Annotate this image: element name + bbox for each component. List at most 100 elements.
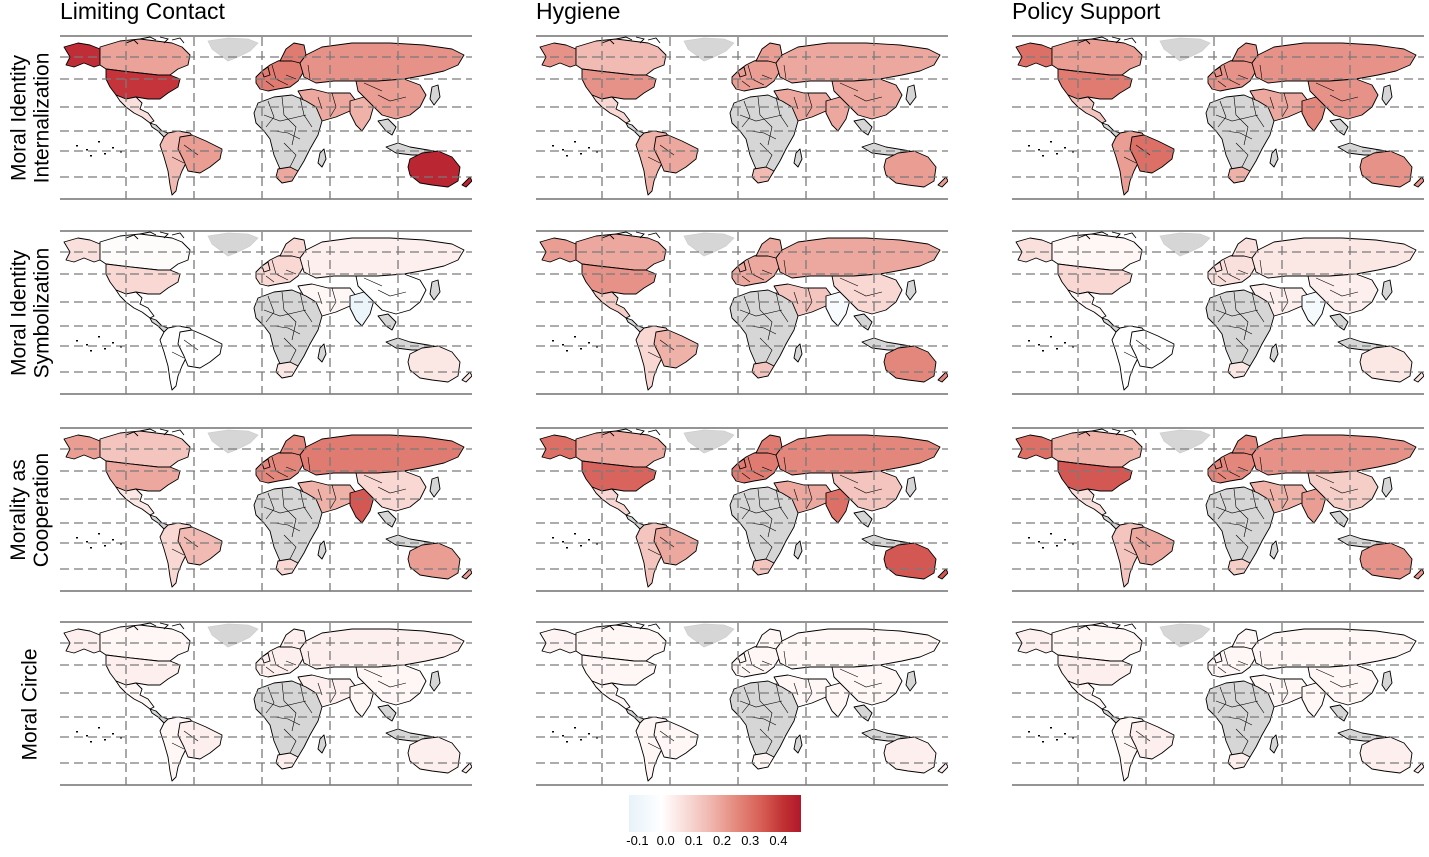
country-border [647,156,661,164]
map-panel-r3-c1 [536,621,948,787]
island-dot [98,336,100,338]
region-russia [299,237,465,279]
arctic-island [159,36,169,44]
country-border [1217,492,1227,520]
region-usa [105,263,181,295]
country-border [1281,484,1289,510]
country-border [1235,142,1249,168]
region-alaska [63,628,101,654]
region-nz [461,762,472,774]
island-dot [86,541,88,543]
region-madagascar [793,343,803,363]
region-uk [737,652,747,664]
world-map [536,230,948,395]
country-border [793,488,799,502]
region-seasia [377,313,397,331]
arctic-island [125,234,139,240]
region-usa [105,68,181,100]
country-border [377,289,407,297]
country-border [659,730,675,742]
region-alaska [63,434,101,460]
world-map [1012,230,1424,395]
island-dot [1056,153,1058,155]
country-border [805,484,813,510]
country-border [299,682,313,714]
island-dot [1050,141,1052,143]
island-dot [1038,149,1040,151]
region-australia [407,345,461,383]
country-border [793,291,799,305]
arctic-island [1077,431,1091,437]
country-border [853,94,883,102]
island-dot [1072,346,1074,348]
island-dot [1028,145,1030,147]
country-border [783,456,787,472]
island-dot [86,735,88,737]
country-border [377,486,407,494]
country-border [273,522,301,532]
region-greenland [207,623,259,648]
region-madagascar [793,734,803,754]
region-scandinavia [755,42,783,64]
country-border [775,682,789,714]
island-dot [580,348,582,350]
arctic-island [171,429,185,436]
region-south_africa [1227,558,1251,576]
island-dot [1064,342,1066,344]
country-border [1215,506,1259,514]
region-greenland [1159,232,1211,257]
region-usa [105,654,181,686]
country-border [749,325,777,335]
country-border [839,474,859,484]
country-border [307,650,311,666]
country-border [761,660,773,666]
region-russia [775,42,941,84]
world-map [60,35,472,200]
region-australia [407,150,461,188]
island-dot [1028,537,1030,539]
island-dot [1056,739,1058,741]
arctic-island [171,232,185,239]
country-border [265,492,275,520]
region-nz [1413,762,1424,774]
region-australia [1359,542,1413,580]
arctic-island [1123,37,1137,44]
island-dot [1056,348,1058,350]
region-usa [1057,654,1133,686]
country-border [741,472,751,480]
region-scandinavia [279,628,307,650]
region-nz [1413,568,1424,580]
country-border [1269,488,1275,502]
country-border [759,534,773,560]
country-border [761,466,773,472]
region-seasia [1329,313,1349,331]
region-usa [1057,68,1133,100]
region-seasia [1329,704,1349,722]
region-madagascar [793,148,803,168]
country-border [265,80,275,88]
country-border [363,82,383,92]
island-dot [596,543,598,545]
region-australia [1359,150,1413,188]
world-map [536,35,948,200]
region-seasia [377,118,397,136]
region-brazil [177,526,223,566]
country-border [1251,488,1265,520]
island-dot [566,155,568,157]
region-japan [905,279,917,301]
country-border [299,291,313,323]
region-uk [737,66,747,78]
map-panel-r2-c0 [60,427,472,593]
country-border [741,666,751,674]
region-brazil [1129,329,1175,369]
region-madagascar [1269,343,1279,363]
island-dot [596,737,598,739]
region-alaska [1015,42,1053,68]
country-border [363,474,383,484]
island-dot [562,541,564,543]
country-border [299,488,313,520]
legend-tick [693,832,695,836]
country-border [329,92,337,118]
island-dot [588,539,590,541]
region-uk [261,261,271,273]
